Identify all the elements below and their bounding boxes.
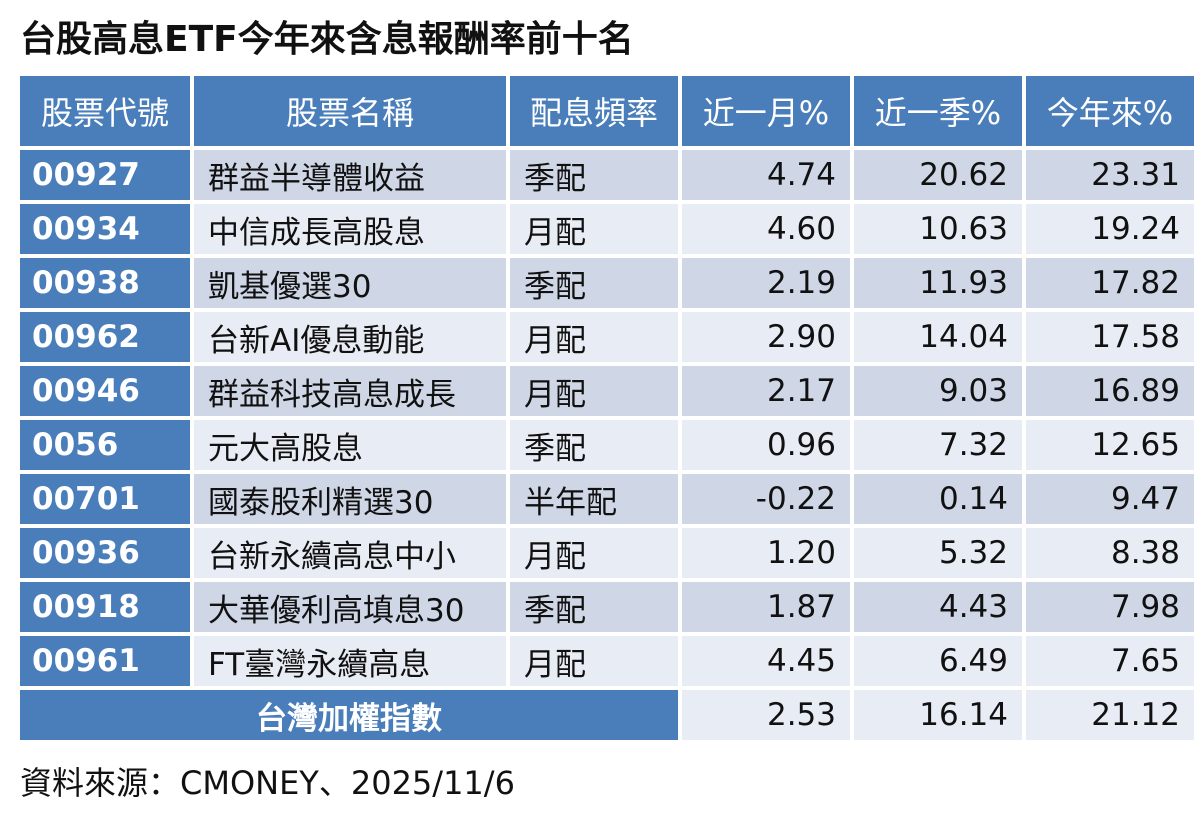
return-1quarter: 6.49 bbox=[854, 636, 1022, 686]
return-ytd: 17.58 bbox=[1026, 312, 1194, 362]
dividend-frequency: 月配 bbox=[510, 312, 678, 362]
table-body: 00927 群益半導體收益 季配 4.74 20.62 23.31 00934 中信成長高股息… bbox=[20, 150, 1194, 740]
table-row: 00962 台新AI優息動能 月配 2.90 14.04 17.58 bbox=[20, 312, 1194, 362]
return-ytd: 19.24 bbox=[1026, 204, 1194, 254]
return-ytd: 17.82 bbox=[1026, 258, 1194, 308]
index-ytd: 21.12 bbox=[1026, 690, 1194, 740]
return-1month: 0.96 bbox=[682, 420, 850, 470]
return-1quarter: 0.14 bbox=[854, 474, 1022, 524]
return-ytd: 12.65 bbox=[1026, 420, 1194, 470]
etf-code: 00938 bbox=[20, 258, 190, 308]
etf-code: 00946 bbox=[20, 366, 190, 416]
return-1quarter: 4.43 bbox=[854, 582, 1022, 632]
dividend-frequency: 季配 bbox=[510, 420, 678, 470]
table-row: 00701 國泰股利精選30 半年配 -0.22 0.14 9.47 bbox=[20, 474, 1194, 524]
etf-return-table: 股票代號 股票名稱 配息頻率 近一月% 近一季% 今年來% 00927 群益半導體… bbox=[16, 72, 1198, 744]
etf-name: FT臺灣永續高息 bbox=[194, 636, 506, 686]
table-row: 00927 群益半導體收益 季配 4.74 20.62 23.31 bbox=[20, 150, 1194, 200]
dividend-frequency: 半年配 bbox=[510, 474, 678, 524]
etf-name: 群益科技高息成長 bbox=[194, 366, 506, 416]
table-row: 0056 元大高股息 季配 0.96 7.32 12.65 bbox=[20, 420, 1194, 470]
table-row: 00938 凱基優選30 季配 2.19 11.93 17.82 bbox=[20, 258, 1194, 308]
etf-name: 中信成長高股息 bbox=[194, 204, 506, 254]
etf-name: 元大高股息 bbox=[194, 420, 506, 470]
return-1quarter: 11.93 bbox=[854, 258, 1022, 308]
header-frequency: 配息頻率 bbox=[510, 76, 678, 146]
table-header-row: 股票代號 股票名稱 配息頻率 近一月% 近一季% 今年來% bbox=[20, 76, 1194, 146]
return-1quarter: 20.62 bbox=[854, 150, 1022, 200]
dividend-frequency: 月配 bbox=[510, 204, 678, 254]
return-1month: 4.74 bbox=[682, 150, 850, 200]
return-1quarter: 9.03 bbox=[854, 366, 1022, 416]
header-ytd: 今年來% bbox=[1026, 76, 1194, 146]
etf-name: 群益半導體收益 bbox=[194, 150, 506, 200]
return-1month: 1.20 bbox=[682, 528, 850, 578]
header-1month: 近一月% bbox=[682, 76, 850, 146]
etf-code: 00927 bbox=[20, 150, 190, 200]
return-1month: 4.60 bbox=[682, 204, 850, 254]
table-row: 00961 FT臺灣永續高息 月配 4.45 6.49 7.65 bbox=[20, 636, 1194, 686]
etf-name: 凱基優選30 bbox=[194, 258, 506, 308]
source-note: 資料來源：CMONEY、2025/11/6 bbox=[20, 764, 515, 802]
header-code: 股票代號 bbox=[20, 76, 190, 146]
index-1month: 2.53 bbox=[682, 690, 850, 740]
return-ytd: 16.89 bbox=[1026, 366, 1194, 416]
etf-name: 台新永續高息中小 bbox=[194, 528, 506, 578]
return-1quarter: 10.63 bbox=[854, 204, 1022, 254]
return-ytd: 9.47 bbox=[1026, 474, 1194, 524]
index-1quarter: 16.14 bbox=[854, 690, 1022, 740]
return-1month: 1.87 bbox=[682, 582, 850, 632]
table-row: 00918 大華優利高填息30 季配 1.87 4.43 7.98 bbox=[20, 582, 1194, 632]
dividend-frequency: 月配 bbox=[510, 636, 678, 686]
dividend-frequency: 季配 bbox=[510, 150, 678, 200]
table-row: 00946 群益科技高息成長 月配 2.17 9.03 16.89 bbox=[20, 366, 1194, 416]
return-1month: 4.45 bbox=[682, 636, 850, 686]
etf-name: 大華優利高填息30 bbox=[194, 582, 506, 632]
header-name: 股票名稱 bbox=[194, 76, 506, 146]
etf-code: 00918 bbox=[20, 582, 190, 632]
return-1quarter: 14.04 bbox=[854, 312, 1022, 362]
return-ytd: 7.98 bbox=[1026, 582, 1194, 632]
etf-name: 台新AI優息動能 bbox=[194, 312, 506, 362]
return-1month: 2.90 bbox=[682, 312, 850, 362]
etf-code: 0056 bbox=[20, 420, 190, 470]
etf-code: 00962 bbox=[20, 312, 190, 362]
dividend-frequency: 月配 bbox=[510, 366, 678, 416]
table-row: 00936 台新永續高息中小 月配 1.20 5.32 8.38 bbox=[20, 528, 1194, 578]
etf-name: 國泰股利精選30 bbox=[194, 474, 506, 524]
return-1month: 2.19 bbox=[682, 258, 850, 308]
etf-code: 00936 bbox=[20, 528, 190, 578]
return-ytd: 23.31 bbox=[1026, 150, 1194, 200]
dividend-frequency: 季配 bbox=[510, 582, 678, 632]
return-1quarter: 7.32 bbox=[854, 420, 1022, 470]
index-label: 台灣加權指數 bbox=[20, 690, 678, 740]
dividend-frequency: 季配 bbox=[510, 258, 678, 308]
return-1month: 2.17 bbox=[682, 366, 850, 416]
header-1quarter: 近一季% bbox=[854, 76, 1022, 146]
return-1quarter: 5.32 bbox=[854, 528, 1022, 578]
return-ytd: 7.65 bbox=[1026, 636, 1194, 686]
return-1month: -0.22 bbox=[682, 474, 850, 524]
etf-code: 00934 bbox=[20, 204, 190, 254]
dividend-frequency: 月配 bbox=[510, 528, 678, 578]
return-ytd: 8.38 bbox=[1026, 528, 1194, 578]
chart-title: 台股高息ETF今年來含息報酬率前十名 bbox=[20, 19, 634, 60]
etf-code: 00701 bbox=[20, 474, 190, 524]
index-row: 台灣加權指數 2.53 16.14 21.12 bbox=[20, 690, 1194, 740]
etf-code: 00961 bbox=[20, 636, 190, 686]
table-row: 00934 中信成長高股息 月配 4.60 10.63 19.24 bbox=[20, 204, 1194, 254]
